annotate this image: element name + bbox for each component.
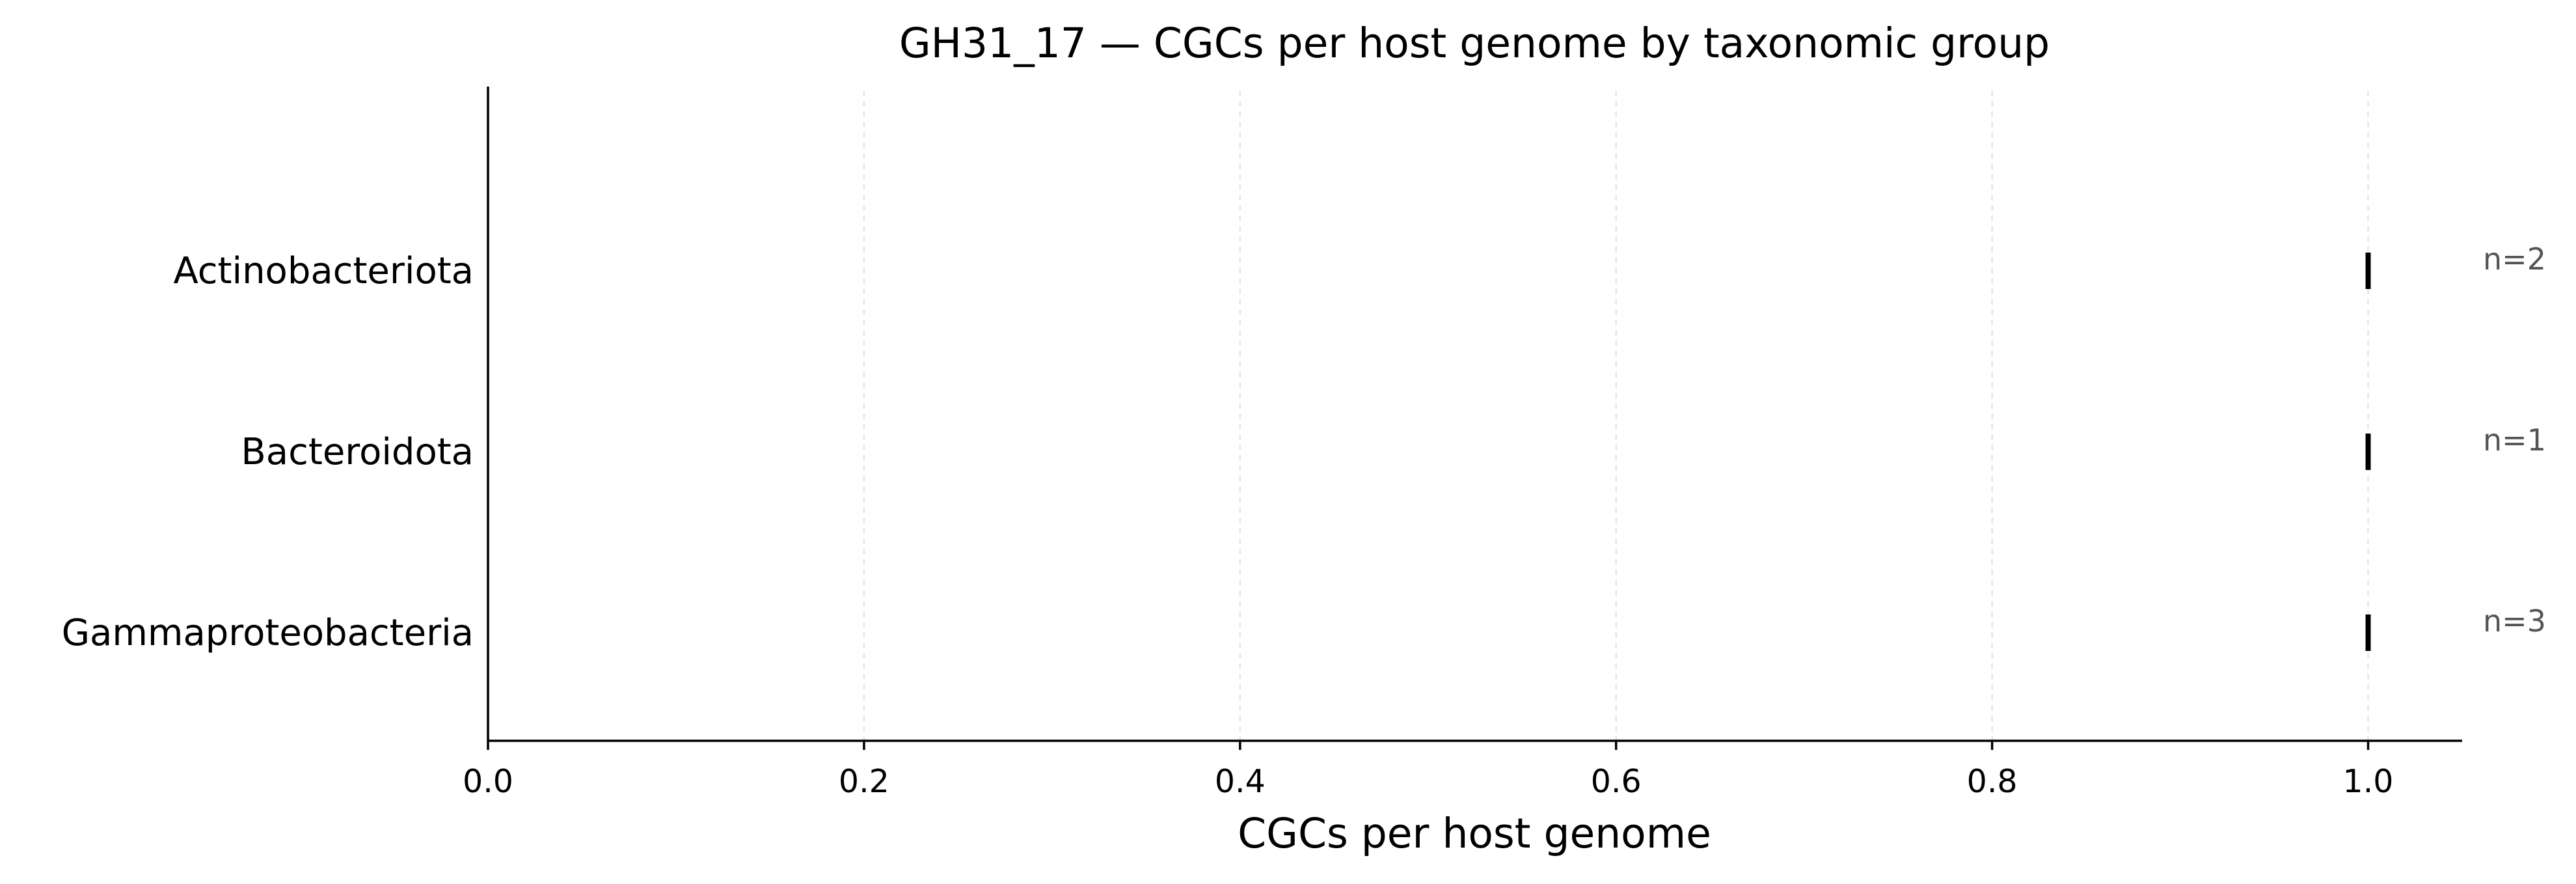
x-tick-label: 0.0 <box>463 763 513 800</box>
chart-title: GH31_17 — CGCs per host genome by taxono… <box>899 20 2050 67</box>
category-label: Actinobacteriota <box>173 250 474 292</box>
x-tick-label: 0.4 <box>1215 763 1266 800</box>
grid-layer <box>863 90 2369 741</box>
x-tick-label: 1.0 <box>2343 763 2394 800</box>
category-label: Gammaproteobacteria <box>62 612 474 654</box>
x-axis-label: CGCs per host genome <box>1238 810 1711 857</box>
x-tick-label: 0.2 <box>839 763 889 800</box>
x-tick-label: 0.8 <box>1967 763 2018 800</box>
category-labels: Actinobacteriota Bacteroidota Gammaproteob… <box>62 250 474 654</box>
x-tick-label: 0.6 <box>1591 763 1642 800</box>
category-label: Bacteroidota <box>241 431 474 473</box>
count-labels: n=2 n=1 n=3 <box>2483 242 2546 639</box>
count-label: n=2 <box>2483 242 2546 277</box>
axes <box>487 87 2462 742</box>
count-label: n=1 <box>2483 422 2546 458</box>
count-label: n=3 <box>2483 603 2546 639</box>
x-ticks: 0.0 0.2 0.4 0.6 0.8 1.0 <box>463 741 2393 800</box>
